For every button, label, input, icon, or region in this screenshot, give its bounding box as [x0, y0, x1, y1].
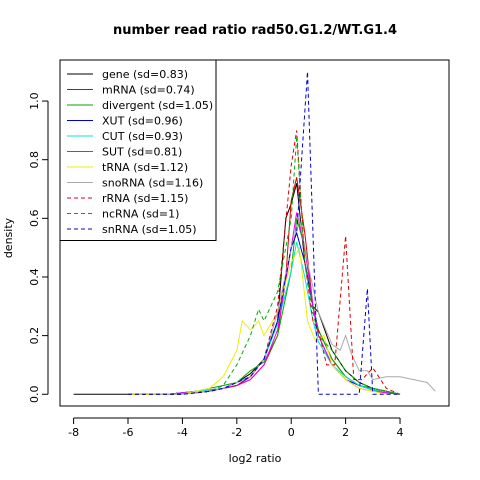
legend-label-4: CUT (sd=0.93) [102, 130, 183, 143]
x-tick-label-3: -2 [231, 426, 242, 439]
legend: gene (sd=0.83) mRNA (sd=0.74) divergent (s… [59, 59, 217, 241]
x-axis-label: log2 ratio [229, 452, 282, 465]
series-line-9 [128, 136, 401, 395]
legend-label-6: tRNA (sd=1.12) [102, 161, 188, 174]
legend-label-1: mRNA (sd=0.74) [102, 84, 195, 97]
x-tick-label-1: -6 [123, 426, 134, 439]
y-tick-label-5: 1.0 [28, 92, 41, 110]
legend-box [59, 59, 217, 241]
legend-label-9: ncRNA (sd=1) [102, 208, 179, 221]
x-tick-label-5: 2 [342, 426, 349, 439]
legend-label-2: divergent (sd=1.05) [102, 99, 213, 112]
plot-area [73, 71, 436, 395]
y-tick-label-2: 0.4 [28, 268, 41, 286]
y-tick-label-1: 0.2 [28, 327, 41, 345]
legend-label-5: SUT (sd=0.81) [102, 146, 182, 159]
series-line-6 [128, 246, 387, 395]
x-tick-label-0: -8 [68, 426, 79, 439]
y-axis-label: density [2, 217, 15, 258]
x-tick-label-4: 0 [288, 426, 295, 439]
legend-label-8: rRNA (sd=1.15) [102, 192, 188, 205]
chart-title: number read ratio rad50.G1.2/WT.G1.4 [113, 23, 397, 38]
legend-label-0: gene (sd=0.83) [102, 68, 188, 81]
y-tick-label-0: 0.0 [28, 386, 41, 404]
series-line-8 [128, 130, 401, 395]
legend-label-10: snRNA (sd=1.05) [102, 223, 197, 236]
x-tick-label-6: 4 [397, 426, 404, 439]
legend-label-7: snoRNA (sd=1.16) [102, 177, 203, 190]
x-tick-label-2: -4 [177, 426, 188, 439]
y-tick-label-3: 0.6 [28, 210, 41, 228]
legend-label-3: XUT (sd=0.96) [102, 115, 183, 128]
y-tick-label-4: 0.8 [28, 151, 41, 169]
